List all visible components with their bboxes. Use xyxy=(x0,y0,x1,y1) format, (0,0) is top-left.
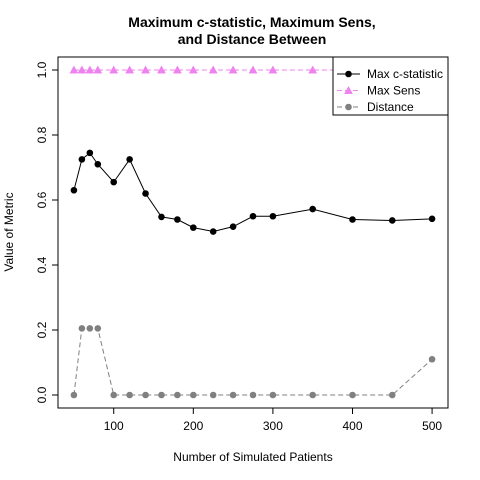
data-point xyxy=(428,215,436,223)
data-point xyxy=(229,223,237,230)
x-tick-label: 200 xyxy=(183,419,203,433)
x-tick-label: 100 xyxy=(104,419,124,433)
legend-label: Max c-statistic xyxy=(367,67,443,81)
data-point xyxy=(228,65,238,74)
data-point xyxy=(85,65,95,74)
legend-box xyxy=(332,56,449,116)
data-point xyxy=(69,65,79,74)
data-point xyxy=(190,224,197,231)
data-point xyxy=(248,65,258,74)
data-point xyxy=(93,65,103,74)
data-point xyxy=(110,178,118,186)
data-point xyxy=(208,65,218,74)
data-point xyxy=(268,65,278,74)
x-axis: 100 200 300 400 500 xyxy=(104,408,442,433)
chart-title-line1: Maximum c-statistic, Maximum Sens, xyxy=(128,14,375,30)
data-point xyxy=(78,325,86,332)
data-point xyxy=(229,391,237,399)
data-point xyxy=(126,391,133,399)
data-point xyxy=(388,391,396,399)
x-tick-label: 300 xyxy=(263,419,283,433)
legend-label: Distance xyxy=(367,100,414,114)
data-point xyxy=(94,160,102,168)
y-tick-label: 0.6 xyxy=(35,191,49,208)
x-tick-label: 500 xyxy=(422,419,442,433)
data-point xyxy=(188,65,198,74)
x-axis-label: Number of Simulated Patients xyxy=(173,450,332,464)
data-point xyxy=(309,391,316,399)
plot-frame xyxy=(57,56,449,409)
y-tick-label: 0.2 xyxy=(35,321,49,338)
data-point xyxy=(158,213,165,221)
data-point xyxy=(308,65,318,74)
series-max-c-statistic xyxy=(70,149,436,235)
legend-marker xyxy=(345,70,352,78)
data-point xyxy=(142,190,149,197)
data-point xyxy=(349,216,356,223)
series-distance xyxy=(70,325,436,399)
y-tick-label: 0.4 xyxy=(35,256,49,273)
data-point xyxy=(86,149,94,157)
data-point xyxy=(78,156,86,163)
data-point xyxy=(388,217,396,224)
legend: Max c-statistic Max Sens Distance xyxy=(332,56,449,116)
data-point xyxy=(249,212,257,220)
y-axis-label: Value of Metric xyxy=(2,192,16,271)
data-point xyxy=(428,355,436,363)
data-point xyxy=(209,391,217,399)
legend-marker xyxy=(345,103,352,111)
data-point xyxy=(309,205,316,213)
y-tick-label: 0.0 xyxy=(35,386,49,403)
x-tick-label: 400 xyxy=(342,419,362,433)
data-point xyxy=(174,216,181,223)
data-point xyxy=(190,391,197,399)
legend-marker xyxy=(344,85,353,94)
data-point xyxy=(109,65,119,74)
data-point xyxy=(94,325,102,332)
data-point xyxy=(269,212,277,220)
data-point xyxy=(126,156,133,163)
data-point xyxy=(110,391,118,399)
data-point xyxy=(141,65,150,74)
data-point xyxy=(249,391,257,399)
data-point xyxy=(125,65,135,74)
y-axis: 0.0 0.2 0.4 0.6 0.8 1.0 xyxy=(35,61,58,403)
data-point xyxy=(158,391,165,399)
data-point xyxy=(157,65,166,74)
chart-title-line2: and Distance Between xyxy=(178,31,327,47)
data-point xyxy=(209,228,217,235)
y-tick-label: 0.8 xyxy=(35,126,49,143)
legend-label: Max Sens xyxy=(367,84,420,98)
data-point xyxy=(70,186,78,194)
data-point xyxy=(142,391,149,399)
data-point xyxy=(86,325,94,332)
data-point xyxy=(70,391,78,399)
data-point xyxy=(174,391,181,399)
data-point xyxy=(172,65,182,74)
data-point xyxy=(349,391,356,399)
data-point xyxy=(77,65,87,74)
data-point xyxy=(269,391,277,399)
y-tick-label: 1.0 xyxy=(35,61,49,78)
